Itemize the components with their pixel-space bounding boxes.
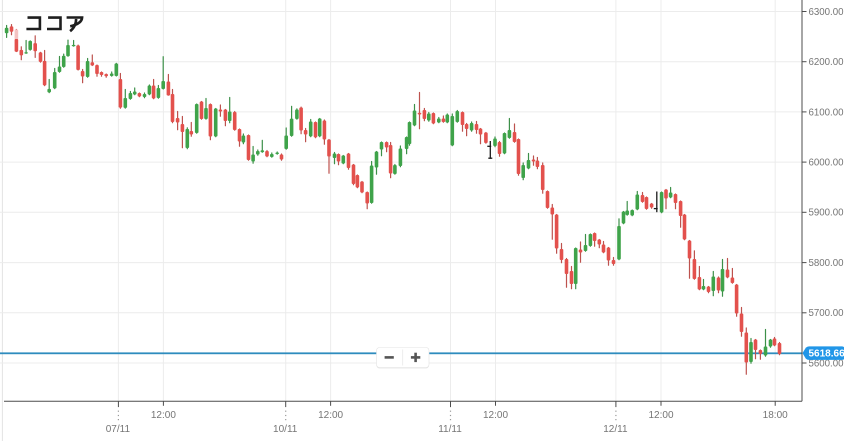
svg-text:11/11: 11/11 — [438, 424, 462, 435]
svg-text:5800.00: 5800.00 — [809, 258, 844, 269]
svg-text:5900.00: 5900.00 — [809, 208, 844, 219]
svg-text:12:00: 12:00 — [318, 410, 343, 421]
svg-text:6000.00: 6000.00 — [809, 158, 844, 169]
svg-text:5618.66: 5618.66 — [809, 349, 844, 360]
svg-text:6300.00: 6300.00 — [809, 7, 844, 18]
svg-text:12:00: 12:00 — [151, 410, 176, 421]
svg-text:12:00: 12:00 — [648, 410, 673, 421]
svg-text:12/11: 12/11 — [603, 424, 628, 435]
svg-text:12:00: 12:00 — [483, 410, 508, 421]
svg-text:18:00: 18:00 — [763, 410, 788, 421]
svg-text:5700.00: 5700.00 — [809, 308, 844, 319]
svg-text:5600.00: 5600.00 — [809, 358, 844, 369]
svg-text:6200.00: 6200.00 — [809, 57, 844, 68]
svg-text:10/11: 10/11 — [273, 424, 298, 435]
svg-text:6100.00: 6100.00 — [809, 107, 844, 118]
svg-text:07/11: 07/11 — [106, 424, 131, 435]
